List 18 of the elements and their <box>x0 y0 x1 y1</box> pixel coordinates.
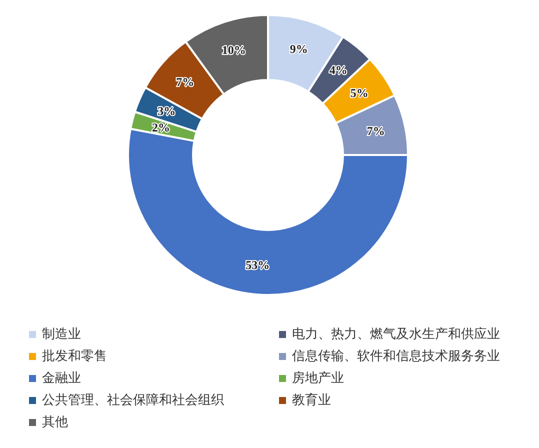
data-label: 2% <box>152 120 170 135</box>
legend-label: 批发和零售 <box>42 349 107 364</box>
data-label: 5% <box>350 86 368 100</box>
legend-label: 房地产业 <box>292 370 344 386</box>
legend-label: 制造业 <box>42 327 81 342</box>
legend-label: 其他 <box>42 415 68 430</box>
data-label: 7% <box>176 74 194 89</box>
legend-label: 电力、热力、燃气及水生产和供应业 <box>292 326 500 342</box>
data-label: 10% <box>222 42 246 57</box>
legend-label: 教育业 <box>292 392 331 408</box>
data-label: 53% <box>246 258 270 272</box>
legend-label: 公共管理、社会保障和社会组织 <box>42 393 224 408</box>
data-label: 3% <box>158 104 176 118</box>
legend-label: 金融业 <box>42 371 81 386</box>
data-label: 4% <box>329 62 348 77</box>
legend-label: 信息传输、软件和信息技术服务务业 <box>292 349 500 364</box>
data-label: 7% <box>366 124 385 138</box>
data-label: 9% <box>290 42 308 56</box>
